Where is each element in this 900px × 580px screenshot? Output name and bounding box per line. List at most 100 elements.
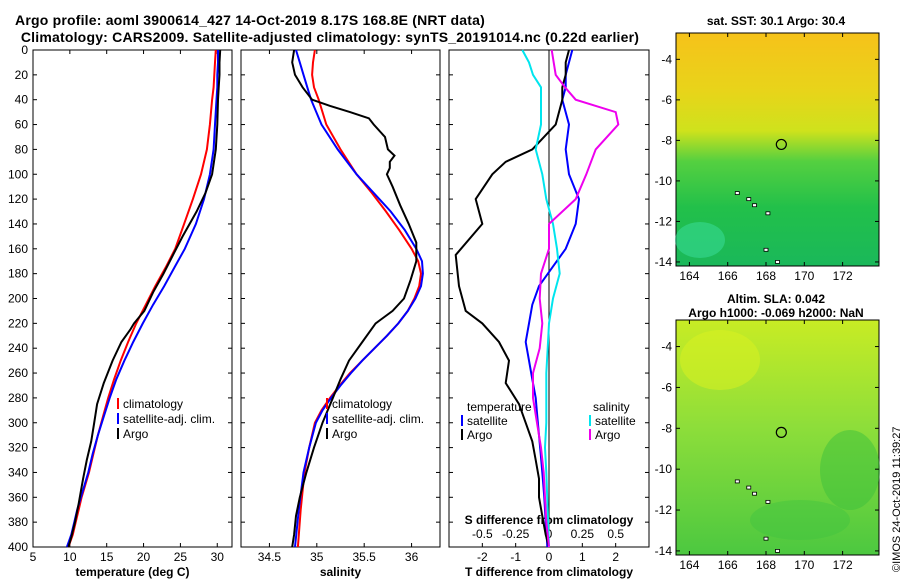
diff-xtick-label-T: -1 (510, 550, 521, 564)
depth-tick-label: 340 (8, 465, 28, 479)
diff-series-sargo (532, 49, 620, 548)
diff-legend-label: Argo (467, 428, 493, 442)
sla-map-island (734, 479, 740, 484)
sla-map-island (765, 499, 771, 504)
sla-map-ytick-label: -12 (655, 503, 673, 517)
sla-map-ytick-label: -4 (661, 340, 672, 354)
sla-map-ytick-label: -8 (661, 421, 672, 435)
sla-map-xtick-label: 170 (794, 558, 814, 572)
sst-map-island (746, 197, 752, 202)
diff-xtick-label-T: 2 (612, 550, 619, 564)
sla-map-title-2: Argo h1000: -0.069 h2000: NaN (688, 306, 864, 320)
title-line-1: Argo profile: aoml 3900614_427 14-Oct-20… (15, 12, 485, 28)
sla-map-argo-marker (775, 426, 787, 438)
temperature-legend-label: satellite-adj. clim. (123, 412, 215, 426)
diff-xlabel: T difference from climatology (465, 565, 633, 579)
salinity-series-clim (296, 49, 423, 548)
sst-map-island (775, 260, 780, 264)
copyright-stamp: ©IMOS 24-Oct-2019 11:39:27 (891, 426, 900, 572)
depth-tick-label: 20 (15, 68, 29, 82)
sla-map-xtick-label: 172 (833, 558, 853, 572)
salinity-frame (240, 49, 441, 548)
sst-map-ytick-label: -10 (655, 174, 673, 188)
diff-xtick-label-S: -0.25 (502, 527, 530, 541)
depth-tick-label: 60 (15, 118, 29, 132)
sla-map-blob (680, 330, 760, 390)
depth-tick-label: 100 (8, 167, 28, 181)
depth-tick-label: 0 (21, 43, 28, 57)
salinity-xlabel: salinity (320, 565, 362, 579)
depth-tick-label: 400 (8, 540, 28, 554)
depth-tick-label: 260 (8, 366, 28, 380)
diff-series-targo (454, 49, 570, 548)
temperature-xtick-label: 25 (174, 550, 188, 564)
sla-map-island (752, 491, 757, 496)
diff-legend-label: satellite (595, 414, 636, 428)
salinity-series-sat (294, 49, 424, 548)
diff-legend-label: satellite (467, 414, 508, 428)
sla-map-blob (820, 430, 880, 510)
sst-map-island (734, 191, 740, 195)
diff-xtick-label-S: 0.25 (571, 527, 595, 541)
depth-tick-label: 360 (8, 490, 28, 504)
temperature-xtick-label: 30 (211, 550, 225, 564)
sst-map-ytick-label: -12 (655, 214, 673, 228)
sst-map-argo-marker (775, 138, 787, 151)
sst-map-ytick-label: -8 (661, 133, 672, 147)
sst-map-ytick-label: -6 (661, 93, 672, 107)
sst-map-xtick-label: 170 (794, 269, 814, 283)
temperature-xtick-label: 20 (137, 550, 151, 564)
sst-map-island (765, 211, 771, 216)
sla-map-xtick-label: 168 (756, 558, 776, 572)
depth-tick-label: 240 (8, 341, 28, 355)
depth-tick-label: 80 (15, 142, 29, 156)
salinity-xtick-label: 36 (405, 550, 419, 564)
sla-map-blob (750, 500, 850, 540)
sst-map-ytick-label: -14 (655, 255, 673, 269)
depth-tick-label: 140 (8, 217, 28, 231)
temperature-legend-label: Argo (123, 427, 149, 441)
sst-map-xtick-label: 166 (718, 269, 738, 283)
sla-map-ytick-label: -6 (661, 380, 672, 394)
sst-map-xtick-label: 168 (756, 269, 776, 283)
sla-map-ytick-label: -10 (655, 462, 673, 476)
depth-tick-label: 380 (8, 515, 28, 529)
sst-map-xtick-label: 172 (833, 269, 853, 283)
salinity-xtick-label: 34.5 (258, 550, 282, 564)
salinity-legend-label: Argo (332, 427, 358, 441)
diff-xtick-label-S: 0.5 (607, 527, 624, 541)
depth-tick-label: 40 (15, 93, 29, 107)
diff-legend-sal-header: salinity (593, 400, 630, 414)
sla-map-xtick-label: 166 (718, 558, 738, 572)
depth-tick-label: 280 (8, 391, 28, 405)
salinity-series-argo (291, 49, 418, 548)
diff-xtick-label-T: 0 (546, 550, 553, 564)
sla-map-island (746, 485, 752, 490)
diff-xtick-label-T: 1 (579, 550, 586, 564)
sla-map-island (775, 549, 780, 553)
sla-map-island (763, 536, 769, 541)
salinity-xtick-label: 35.5 (353, 550, 377, 564)
sst-map-ytick-label: -4 (661, 52, 672, 66)
depth-tick-label: 320 (8, 441, 28, 455)
sla-map-title-1: Altim. SLA: 0.042 (726, 292, 826, 306)
diff-xtick-label-S: -0.5 (472, 527, 493, 541)
temperature-legend-label: climatology (123, 397, 183, 411)
diff-xlabel-top: S difference from climatology (465, 513, 634, 527)
title-line-2: Climatology: CARS2009. Satellite-adjuste… (20, 29, 640, 45)
sst-map-xtick-label: 164 (679, 269, 699, 283)
sla-map-ytick-label: -14 (655, 544, 673, 558)
depth-tick-label: 220 (8, 316, 28, 330)
salinity-xtick-label: 35 (310, 550, 324, 564)
diff-legend-temp-header: temperature (467, 400, 532, 414)
diff-legend-label: Argo (595, 428, 621, 442)
temperature-xtick-label: 5 (30, 550, 37, 564)
sst-map-blob (675, 222, 725, 258)
depth-tick-label: 120 (8, 192, 28, 206)
temperature-xtick-label: 10 (63, 550, 77, 564)
temperature-series-argo (67, 49, 222, 548)
temperature-xtick-label: 15 (100, 550, 114, 564)
sst-map-title: sat. SST: 30.1 Argo: 30.4 (706, 14, 846, 28)
salinity-legend-label: satellite-adj. clim. (332, 412, 424, 426)
